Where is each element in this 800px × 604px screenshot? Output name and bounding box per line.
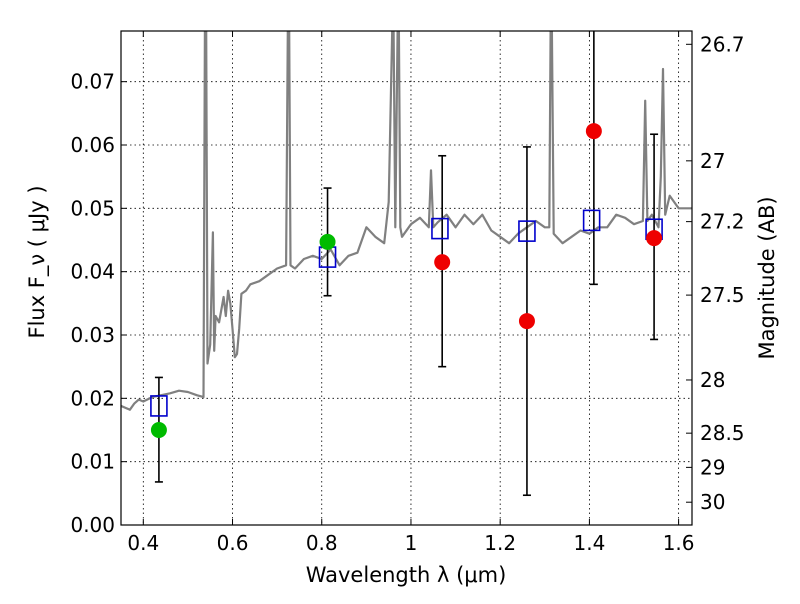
y2-tick-label: 28 — [700, 368, 725, 392]
observed-point — [434, 254, 451, 271]
y-tick-label: 0.05 — [70, 196, 115, 220]
model-square-marker — [431, 217, 449, 240]
model-square-marker — [518, 220, 536, 242]
x-tick-label: 1.6 — [663, 531, 695, 555]
x-tick-label: 1.2 — [484, 531, 516, 555]
data-layer — [121, 31, 692, 497]
model-square-marker — [582, 209, 601, 232]
x-tick-label: 0.8 — [306, 531, 338, 555]
plot-frame — [120, 30, 693, 526]
y-tick-label: 0.07 — [70, 70, 115, 94]
observed-point — [150, 422, 167, 438]
y-tick-label: 0.04 — [70, 260, 115, 284]
y2-tick-label: 27.5 — [700, 283, 745, 307]
y-tick-label: 0.06 — [70, 133, 115, 157]
x-tick-label: 1 — [405, 531, 418, 555]
y2-tick-label: 28.5 — [700, 421, 745, 445]
x-tick-label: 0.6 — [217, 531, 249, 555]
model-square-marker — [150, 395, 168, 417]
y2-axis-label: Magnitude (AB) — [755, 196, 779, 359]
y2-tick-label: 30 — [700, 490, 725, 514]
plot-background — [121, 31, 692, 525]
observed-point — [646, 230, 663, 247]
y-tick-label: 0.01 — [70, 450, 115, 474]
observed-point — [585, 123, 602, 140]
y-tick-label: 0.03 — [70, 323, 115, 347]
ticks: 0.4 0.6 0.8 1 1.2 1.4 1.6 0.00 0.01 0.02 0.03 0.04 0… — [70, 31, 745, 555]
x-tick-label: 1.4 — [573, 531, 605, 555]
y2-tick-label: 27 — [700, 149, 725, 173]
observed-point — [319, 233, 336, 250]
y-tick-label: 0.00 — [70, 513, 115, 537]
y2-tick-label: 29 — [700, 455, 725, 479]
observed-point — [518, 313, 535, 330]
spectrum-line — [121, 31, 692, 411]
y2-tick-label: 26.7 — [700, 32, 745, 56]
x-axis-label: Wavelength λ (μm) — [306, 563, 507, 587]
y-axis-label: Flux F_ν ( μJy ) — [25, 185, 50, 338]
y2-tick-label: 27.2 — [700, 210, 745, 234]
y-tick-label: 0.02 — [70, 386, 115, 410]
x-tick-label: 0.4 — [127, 531, 159, 555]
